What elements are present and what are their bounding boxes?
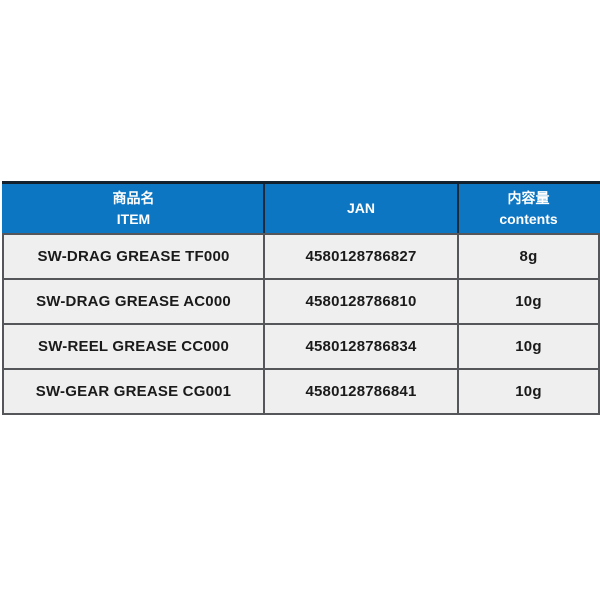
table-row: SW-DRAG GREASE AC000 4580128786810 10g xyxy=(2,278,600,325)
item-name-cell: SW-DRAG GREASE TF000 xyxy=(2,233,265,280)
contents-cell: 8g xyxy=(457,233,600,280)
product-spec-table: 商品名 ITEM JAN 内容量 contents SW-DRAG GREASE… xyxy=(2,181,600,415)
jan-code-cell: 4580128786827 xyxy=(263,233,459,280)
item-name-cell: SW-REEL GREASE CC000 xyxy=(2,323,265,370)
header-contents-label-ja: 内容量 xyxy=(507,189,550,206)
jan-code-cell: 4580128786810 xyxy=(263,278,459,325)
header-contents-label-en: contents xyxy=(499,210,558,227)
table-header: 商品名 ITEM JAN 内容量 contents xyxy=(2,181,600,235)
header-item-label-ja: 商品名 xyxy=(112,189,155,206)
table-row: SW-DRAG GREASE TF000 4580128786827 8g xyxy=(2,233,600,280)
header-item-label-en: ITEM xyxy=(116,210,151,227)
item-name-cell: SW-GEAR GREASE CG001 xyxy=(2,368,265,415)
contents-cell: 10g xyxy=(457,278,600,325)
header-cell-jan: JAN xyxy=(263,181,459,235)
table-body: SW-DRAG GREASE TF000 4580128786827 8g SW… xyxy=(2,233,600,415)
header-cell-item: 商品名 ITEM xyxy=(2,181,265,235)
contents-cell: 10g xyxy=(457,323,600,370)
table-row: SW-REEL GREASE CC000 4580128786834 10g xyxy=(2,323,600,370)
header-row: 商品名 ITEM JAN 内容量 contents xyxy=(2,181,600,235)
jan-code-cell: 4580128786834 xyxy=(263,323,459,370)
header-cell-contents: 内容量 contents xyxy=(457,181,600,235)
table-row: SW-GEAR GREASE CG001 4580128786841 10g xyxy=(2,368,600,415)
item-name-cell: SW-DRAG GREASE AC000 xyxy=(2,278,265,325)
header-jan-label: JAN xyxy=(346,200,375,216)
contents-cell: 10g xyxy=(457,368,600,415)
jan-code-cell: 4580128786841 xyxy=(263,368,459,415)
